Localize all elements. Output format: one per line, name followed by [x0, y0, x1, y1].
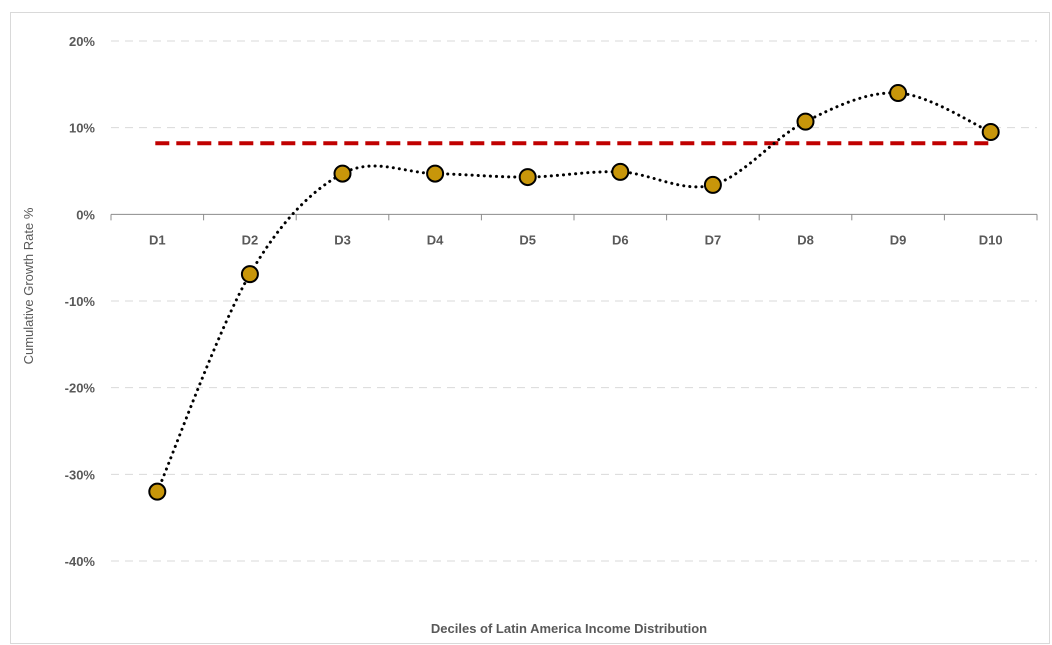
series-layer — [148, 84, 1000, 501]
x-axis — [110, 213, 1038, 221]
series-line — [155, 91, 993, 494]
data-point — [981, 123, 1000, 141]
y-tick-label: 20% — [69, 34, 95, 49]
chart-area: 20% 10% 0% -10% -20% -30% -40% D1 D2 D3 D4 D5 D6 D7 D8… — [10, 12, 1050, 644]
x-tick-label: D1 — [149, 232, 166, 247]
x-tick-label: D5 — [519, 232, 536, 247]
x-tick-label: D9 — [890, 232, 907, 247]
label-layer: 20% 10% 0% -10% -20% -30% -40% D1 D2 D3 D4 D5 D6 D7 D8… — [65, 34, 1003, 569]
y-tick-label: -20% — [65, 381, 96, 396]
data-point — [426, 164, 445, 183]
data-point — [703, 175, 722, 194]
y-tick-label: 10% — [69, 121, 95, 136]
x-axis-title: Deciles of Latin America Income Distribu… — [431, 621, 707, 636]
x-tick-label: D2 — [242, 232, 259, 247]
y-tick-label: -10% — [65, 294, 96, 309]
data-point — [611, 162, 630, 181]
x-tick-label: D4 — [427, 232, 444, 247]
data-point — [796, 112, 815, 131]
y-axis-title: Cumulative Growth Rate % — [21, 207, 36, 364]
gridlines — [111, 40, 1037, 562]
data-point — [148, 482, 167, 501]
x-tick-label: D7 — [705, 232, 722, 247]
y-tick-label: 0% — [76, 207, 95, 222]
y-tick-label: -40% — [65, 554, 96, 569]
x-tick-label: D6 — [612, 232, 629, 247]
x-tick-label: D10 — [979, 232, 1003, 247]
line-chart: 20% 10% 0% -10% -20% -30% -40% D1 D2 D3 D4 D5 D6 D7 D8… — [21, 34, 1038, 636]
data-point — [518, 168, 537, 187]
y-tick-label: -30% — [65, 467, 96, 482]
data-point — [889, 84, 908, 102]
x-tick-label: D3 — [334, 232, 351, 247]
x-tick-label: D8 — [797, 232, 814, 247]
data-point — [240, 265, 259, 284]
data-point — [333, 164, 352, 183]
